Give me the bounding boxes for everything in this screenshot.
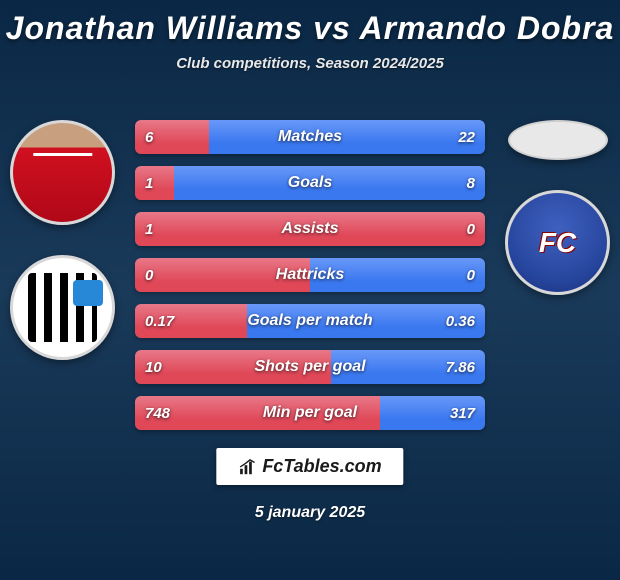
player-right-avatar (508, 120, 608, 160)
stat-bars-container: Matches622Goals18Assists10Hattricks00Goa… (135, 120, 485, 430)
stat-value-left: 1 (145, 221, 153, 238)
stat-row: Goals per match 0.17 0.36 (135, 304, 485, 338)
stat-value-right: 0.36 (446, 313, 475, 330)
page-subtitle: Club competitions, Season 2024/2025 (0, 55, 620, 72)
club-right-badge: FC (505, 190, 610, 295)
stat-value-left: 10 (145, 359, 162, 376)
stat-value-right: 0 (467, 221, 475, 238)
stat-value-left: 0 (145, 267, 153, 284)
stat-row: Min per goal 748 317 (135, 396, 485, 430)
stat-value-right: 22 (458, 129, 475, 146)
stat-label: Shots per goal (254, 358, 365, 376)
stat-value-right: 0 (467, 267, 475, 284)
stat-row: Matches 6 22 (135, 120, 485, 154)
stat-label: Goals per match (247, 312, 372, 330)
stat-value-left: 6 (145, 129, 153, 146)
date-text: 5 january 2025 (255, 504, 365, 522)
stat-label: Goals (288, 174, 332, 192)
stat-row: Assists 1 0 (135, 212, 485, 246)
stat-value-left: 748 (145, 405, 170, 422)
stat-value-left: 0.17 (145, 313, 174, 330)
right-avatar-column: FC (505, 120, 610, 295)
player-left-avatar (10, 120, 115, 225)
stat-row: Goals 1 8 (135, 166, 485, 200)
stat-value-right: 317 (450, 405, 475, 422)
stat-value-right: 8 (467, 175, 475, 192)
stat-row: Shots per goal 10 7.86 (135, 350, 485, 384)
brand-badge: FcTables.com (216, 448, 403, 485)
brand-text: FcTables.com (262, 456, 381, 477)
stat-value-left: 1 (145, 175, 153, 192)
stat-bar-right (209, 120, 486, 154)
stat-label: Hattricks (276, 266, 344, 284)
stat-row: Hattricks 0 0 (135, 258, 485, 292)
stat-bar-left (135, 166, 174, 200)
left-avatar-column (10, 120, 115, 360)
club-left-badge (10, 255, 115, 360)
stat-value-right: 7.86 (446, 359, 475, 376)
stat-label: Min per goal (263, 404, 357, 422)
stat-label: Matches (278, 128, 342, 146)
chart-icon (238, 458, 256, 476)
stat-label: Assists (282, 220, 339, 238)
page-title: Jonathan Williams vs Armando Dobra (0, 0, 620, 47)
